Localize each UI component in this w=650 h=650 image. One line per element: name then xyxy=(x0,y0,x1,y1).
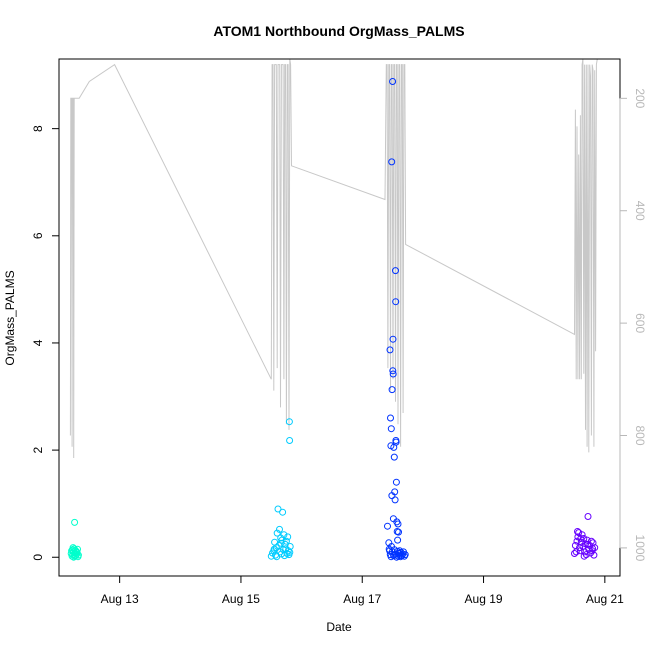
data-point-flight4 xyxy=(571,550,578,557)
data-point-flight2 xyxy=(273,529,281,537)
data-point-flight2 xyxy=(277,539,285,547)
data-point-flight3 xyxy=(395,528,402,536)
data-point-flight4 xyxy=(589,545,597,553)
data-point-flight4 xyxy=(578,531,586,539)
plot-frame xyxy=(58,58,621,577)
data-point-flight3 xyxy=(386,346,394,354)
y-tick-label: 6 xyxy=(31,232,45,239)
y-tick-label: 0 xyxy=(31,554,45,561)
data-point-flight4 xyxy=(577,535,585,542)
right-tick-label: 1000 xyxy=(633,535,647,562)
y-tick-label: 2 xyxy=(31,446,45,453)
data-point-flight4 xyxy=(575,529,583,537)
data-point-flight3 xyxy=(390,453,398,461)
data-point-flight1 xyxy=(69,544,77,552)
right-tick-label: 800 xyxy=(633,425,647,445)
x-tick-label: Aug 13 xyxy=(101,592,139,606)
y-tick-label: 4 xyxy=(31,339,45,346)
data-point-flight3 xyxy=(388,158,396,166)
data-point-flight4 xyxy=(584,540,592,548)
x-tick-label: Aug 17 xyxy=(343,592,381,606)
data-point-flight3 xyxy=(394,520,402,528)
data-point-flight3 xyxy=(394,536,402,544)
data-point-flight3 xyxy=(388,386,396,394)
data-point-flight4 xyxy=(584,513,592,520)
data-point-flight3 xyxy=(387,425,395,433)
x-axis-label: Date xyxy=(326,620,352,634)
data-point-flight4 xyxy=(587,549,594,557)
x-tick-label: Aug 21 xyxy=(586,592,624,606)
data-point-flight2 xyxy=(276,525,283,533)
data-point-flight2 xyxy=(270,545,278,553)
data-point-flight3 xyxy=(388,543,395,550)
data-point-flight3 xyxy=(392,478,400,486)
data-point-flight4 xyxy=(580,552,588,560)
altitude-trace-line xyxy=(69,58,598,459)
data-point-flight2 xyxy=(274,505,282,513)
data-point-flight2 xyxy=(284,547,292,555)
x-tick-label: Aug 19 xyxy=(465,592,503,606)
data-point-flight1 xyxy=(74,551,82,559)
data-point-flight3 xyxy=(391,496,399,504)
right-tick-label: 200 xyxy=(633,88,647,108)
data-point-flight3 xyxy=(392,438,400,446)
y-tick-label: 8 xyxy=(31,125,45,132)
data-point-flight3 xyxy=(392,267,399,275)
y-axis-label: OrgMass_PALMS xyxy=(3,270,17,365)
data-point-flight3 xyxy=(384,522,391,530)
altitude-trace-layer xyxy=(69,58,598,459)
y-axis: 0 2 4 6 8 xyxy=(31,125,60,561)
data-point-flight3 xyxy=(392,298,400,306)
data-point-flight4 xyxy=(572,548,580,556)
y-axis-right: 200 400 600 800 1000 xyxy=(619,88,647,562)
data-point-flight3 xyxy=(397,553,405,561)
data-point-flight1 xyxy=(71,518,79,526)
data-point-flight4 xyxy=(590,551,598,559)
data-point-flight3 xyxy=(387,414,394,422)
data-point-flight2 xyxy=(285,418,293,426)
chart-title: ATOM1 Northbound OrgMass_PALMS xyxy=(213,23,464,39)
x-tick-label: Aug 15 xyxy=(222,592,260,606)
data-point-flight3 xyxy=(391,488,399,496)
data-point-flight2 xyxy=(280,531,288,539)
x-axis: Aug 13 Aug 15 Aug 17 Aug 19 Aug 21 xyxy=(101,575,624,606)
data-point-flight4 xyxy=(574,528,581,535)
data-point-flight2 xyxy=(279,508,287,516)
data-points-layer xyxy=(67,78,599,561)
data-point-flight1 xyxy=(71,552,79,560)
data-point-flight3 xyxy=(390,551,398,559)
data-point-flight2 xyxy=(273,553,281,561)
right-tick-label: 400 xyxy=(633,201,647,221)
data-point-flight2 xyxy=(286,543,294,550)
data-point-flight2 xyxy=(284,533,292,541)
right-tick-label: 600 xyxy=(633,313,647,333)
data-point-flight3 xyxy=(389,370,397,378)
data-point-flight2 xyxy=(286,437,294,444)
data-point-flight3 xyxy=(389,78,397,85)
data-point-flight3 xyxy=(389,335,397,343)
data-point-flight4 xyxy=(583,536,591,544)
data-point-flight3 xyxy=(389,367,397,375)
